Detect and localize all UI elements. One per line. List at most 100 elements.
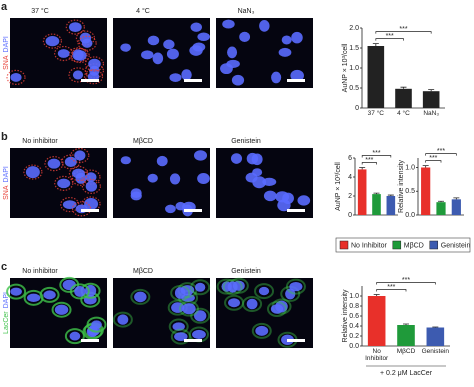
legend-label: No Inhibitor <box>351 242 387 249</box>
error-bar <box>438 200 444 203</box>
significance-bracket <box>376 282 436 285</box>
nucleus <box>117 314 129 325</box>
image-title: No inhibitor <box>22 268 58 275</box>
error-bar <box>373 294 380 296</box>
scale-bar <box>287 339 305 342</box>
cell-stain <box>190 307 211 324</box>
y-tick-label: 1.0 <box>349 65 359 72</box>
nucleus <box>169 173 181 185</box>
nucleus <box>190 22 202 32</box>
y-tick-label: 4 <box>348 174 352 181</box>
stain-label: SNA DAPI <box>3 36 10 70</box>
nucleus <box>84 198 99 210</box>
bar <box>357 169 367 215</box>
panel-label: c <box>1 261 7 273</box>
nucleus <box>147 35 160 46</box>
bar <box>426 327 445 346</box>
nucleus <box>194 310 207 322</box>
significance-label: *** <box>387 284 395 291</box>
nucleus <box>10 287 22 296</box>
error-bar <box>373 192 380 195</box>
cells <box>220 19 304 86</box>
image-title: 4 °C <box>136 7 150 15</box>
x-tick-label-box: NaN₃ <box>423 110 439 117</box>
nucleus <box>227 46 238 59</box>
significance-bracket <box>361 155 392 158</box>
cell-stain <box>44 156 64 172</box>
nucleus <box>120 43 131 52</box>
cell-stain <box>6 283 27 300</box>
y-tick-label: 0.0 <box>405 212 415 219</box>
error-bar <box>400 86 407 89</box>
cell-stain <box>130 288 151 305</box>
cell-stain <box>81 178 101 195</box>
cell-stain <box>51 301 72 318</box>
nucleus <box>182 303 196 315</box>
x-tick-label: No Inhibitor <box>365 348 389 362</box>
y-tick-label: 6 <box>348 155 352 162</box>
nucleus <box>62 279 76 291</box>
y-tick-label: 0.5 <box>349 85 359 92</box>
bar <box>367 46 385 108</box>
nucleus <box>130 188 142 199</box>
nucleus <box>27 293 41 303</box>
nucleus <box>174 332 188 342</box>
nucleus <box>169 73 182 82</box>
significance-label: *** <box>429 155 437 162</box>
nucleus <box>290 69 304 82</box>
legend-label: Genistein <box>441 242 471 249</box>
bar <box>367 296 386 346</box>
cell-stain <box>69 283 90 300</box>
nucleus <box>230 153 243 164</box>
legend-swatch <box>429 240 439 250</box>
error-bar <box>453 197 460 200</box>
significance-bracket <box>375 38 404 41</box>
cell-stain <box>242 295 263 312</box>
x-tick-label-box: 4 °C <box>397 110 410 117</box>
y-axis-label: Relative intensity <box>342 289 349 342</box>
cell-stain <box>60 196 80 213</box>
panel-label: a <box>1 1 8 13</box>
cell-stain <box>23 289 44 306</box>
image-title: NaN₃ <box>238 8 255 15</box>
nucleus <box>72 70 84 80</box>
x-tick-label: 4 °C <box>397 110 410 117</box>
nucleus <box>252 176 267 189</box>
stain-name: LacCer <box>3 311 10 334</box>
cell-stain <box>64 328 85 345</box>
significance-bracket <box>425 160 442 163</box>
nucleus <box>88 58 101 70</box>
nucleus <box>134 291 147 303</box>
significance-label: *** <box>386 33 394 40</box>
cell-stain <box>285 278 306 295</box>
scale-bar <box>184 209 202 212</box>
y-tick-label: 0 <box>348 212 352 219</box>
y-tick-label: 2.0 <box>349 25 359 32</box>
cell-stain <box>71 201 92 217</box>
legend-swatch <box>339 240 349 250</box>
nucleus <box>255 325 269 336</box>
nucleus <box>62 200 77 209</box>
stain-name: DAPI <box>3 166 10 182</box>
cell-stain <box>61 154 81 170</box>
y-axis-label: AuNP × 10³/cell <box>342 43 349 92</box>
nucleus <box>43 290 56 300</box>
significance-label: *** <box>399 26 407 33</box>
bar <box>386 196 396 215</box>
y-tick-label: 1.0 <box>349 293 359 300</box>
nucleus <box>69 331 81 341</box>
nucleus <box>68 22 82 33</box>
scale-bar <box>81 339 99 342</box>
nucleus <box>57 178 71 189</box>
error-bar <box>428 89 435 92</box>
cell-stain <box>112 311 133 328</box>
nucleus <box>165 204 176 214</box>
cells <box>230 152 311 212</box>
nucleus <box>258 286 270 296</box>
bar <box>451 199 461 215</box>
cell-stain <box>70 147 90 164</box>
scale-bar <box>184 79 202 82</box>
significance-bracket <box>425 153 457 156</box>
image-title: Genistein <box>231 138 261 145</box>
x-tick-label: MβCD <box>396 348 416 355</box>
